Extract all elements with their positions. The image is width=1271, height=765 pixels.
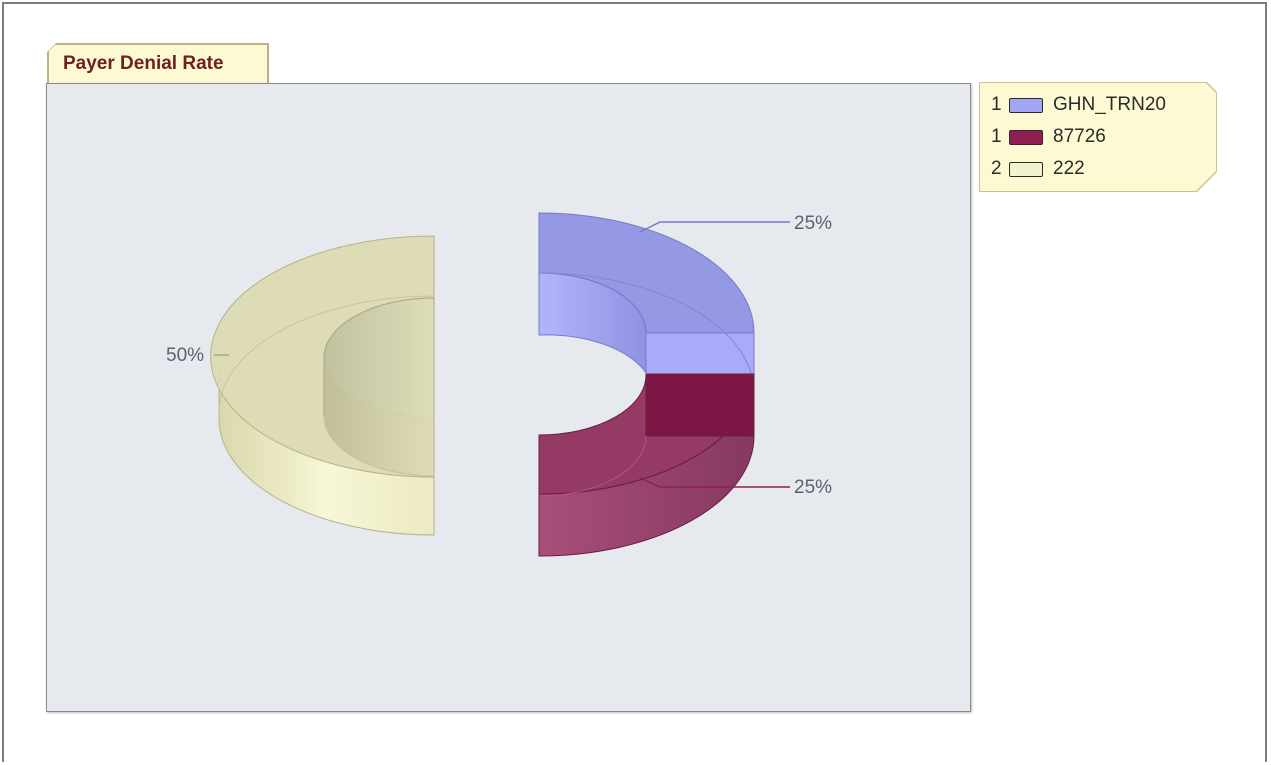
- slice-87726-cut-face: [645, 373, 755, 437]
- legend-swatch-222: [1009, 162, 1043, 177]
- slice-87726[interactable]: [538, 373, 755, 557]
- slice-ghn-trn20-cut-face: [645, 332, 755, 375]
- plot-area: [46, 83, 971, 712]
- legend-item-ghn-trn20[interactable]: 1 GHN_TRN20: [980, 89, 1216, 121]
- slice-222[interactable]: [210, 235, 435, 536]
- legend-label: GHN_TRN20: [1053, 94, 1166, 115]
- legend-label: 222: [1053, 158, 1085, 179]
- slice-222-outer-back-edge: [218, 295, 435, 411]
- slice-87726-hidden-edge: [538, 435, 647, 497]
- legend-item-222[interactable]: 2 222: [980, 153, 1216, 185]
- legend-index: 1: [991, 126, 1002, 147]
- label-87726: 25%: [794, 477, 832, 498]
- legend: 1 GHN_TRN20 1 87726 2 222: [980, 83, 1216, 191]
- label-ghn-trn20: 25%: [794, 213, 832, 234]
- chart-title: Payer Denial Rate: [48, 44, 268, 84]
- legend-index: 1: [991, 94, 1002, 115]
- slice-ghn-trn20[interactable]: [538, 212, 755, 394]
- legend-swatch-ghn-trn20: [1009, 98, 1043, 113]
- label-222: 50%: [166, 345, 204, 366]
- legend-swatch-87726: [1009, 130, 1043, 145]
- slice-ghn-trn20-back-edge: [538, 272, 755, 394]
- leader-line-87726: [639, 477, 790, 488]
- legend-label: 87726: [1053, 126, 1106, 147]
- slice-222-inner-bottom: [323, 415, 435, 477]
- legend-item-87726[interactable]: 1 87726: [980, 121, 1216, 153]
- leader-lines: [214, 221, 790, 488]
- legend-index: 2: [991, 158, 1002, 179]
- leader-line-ghn-trn20: [639, 221, 790, 233]
